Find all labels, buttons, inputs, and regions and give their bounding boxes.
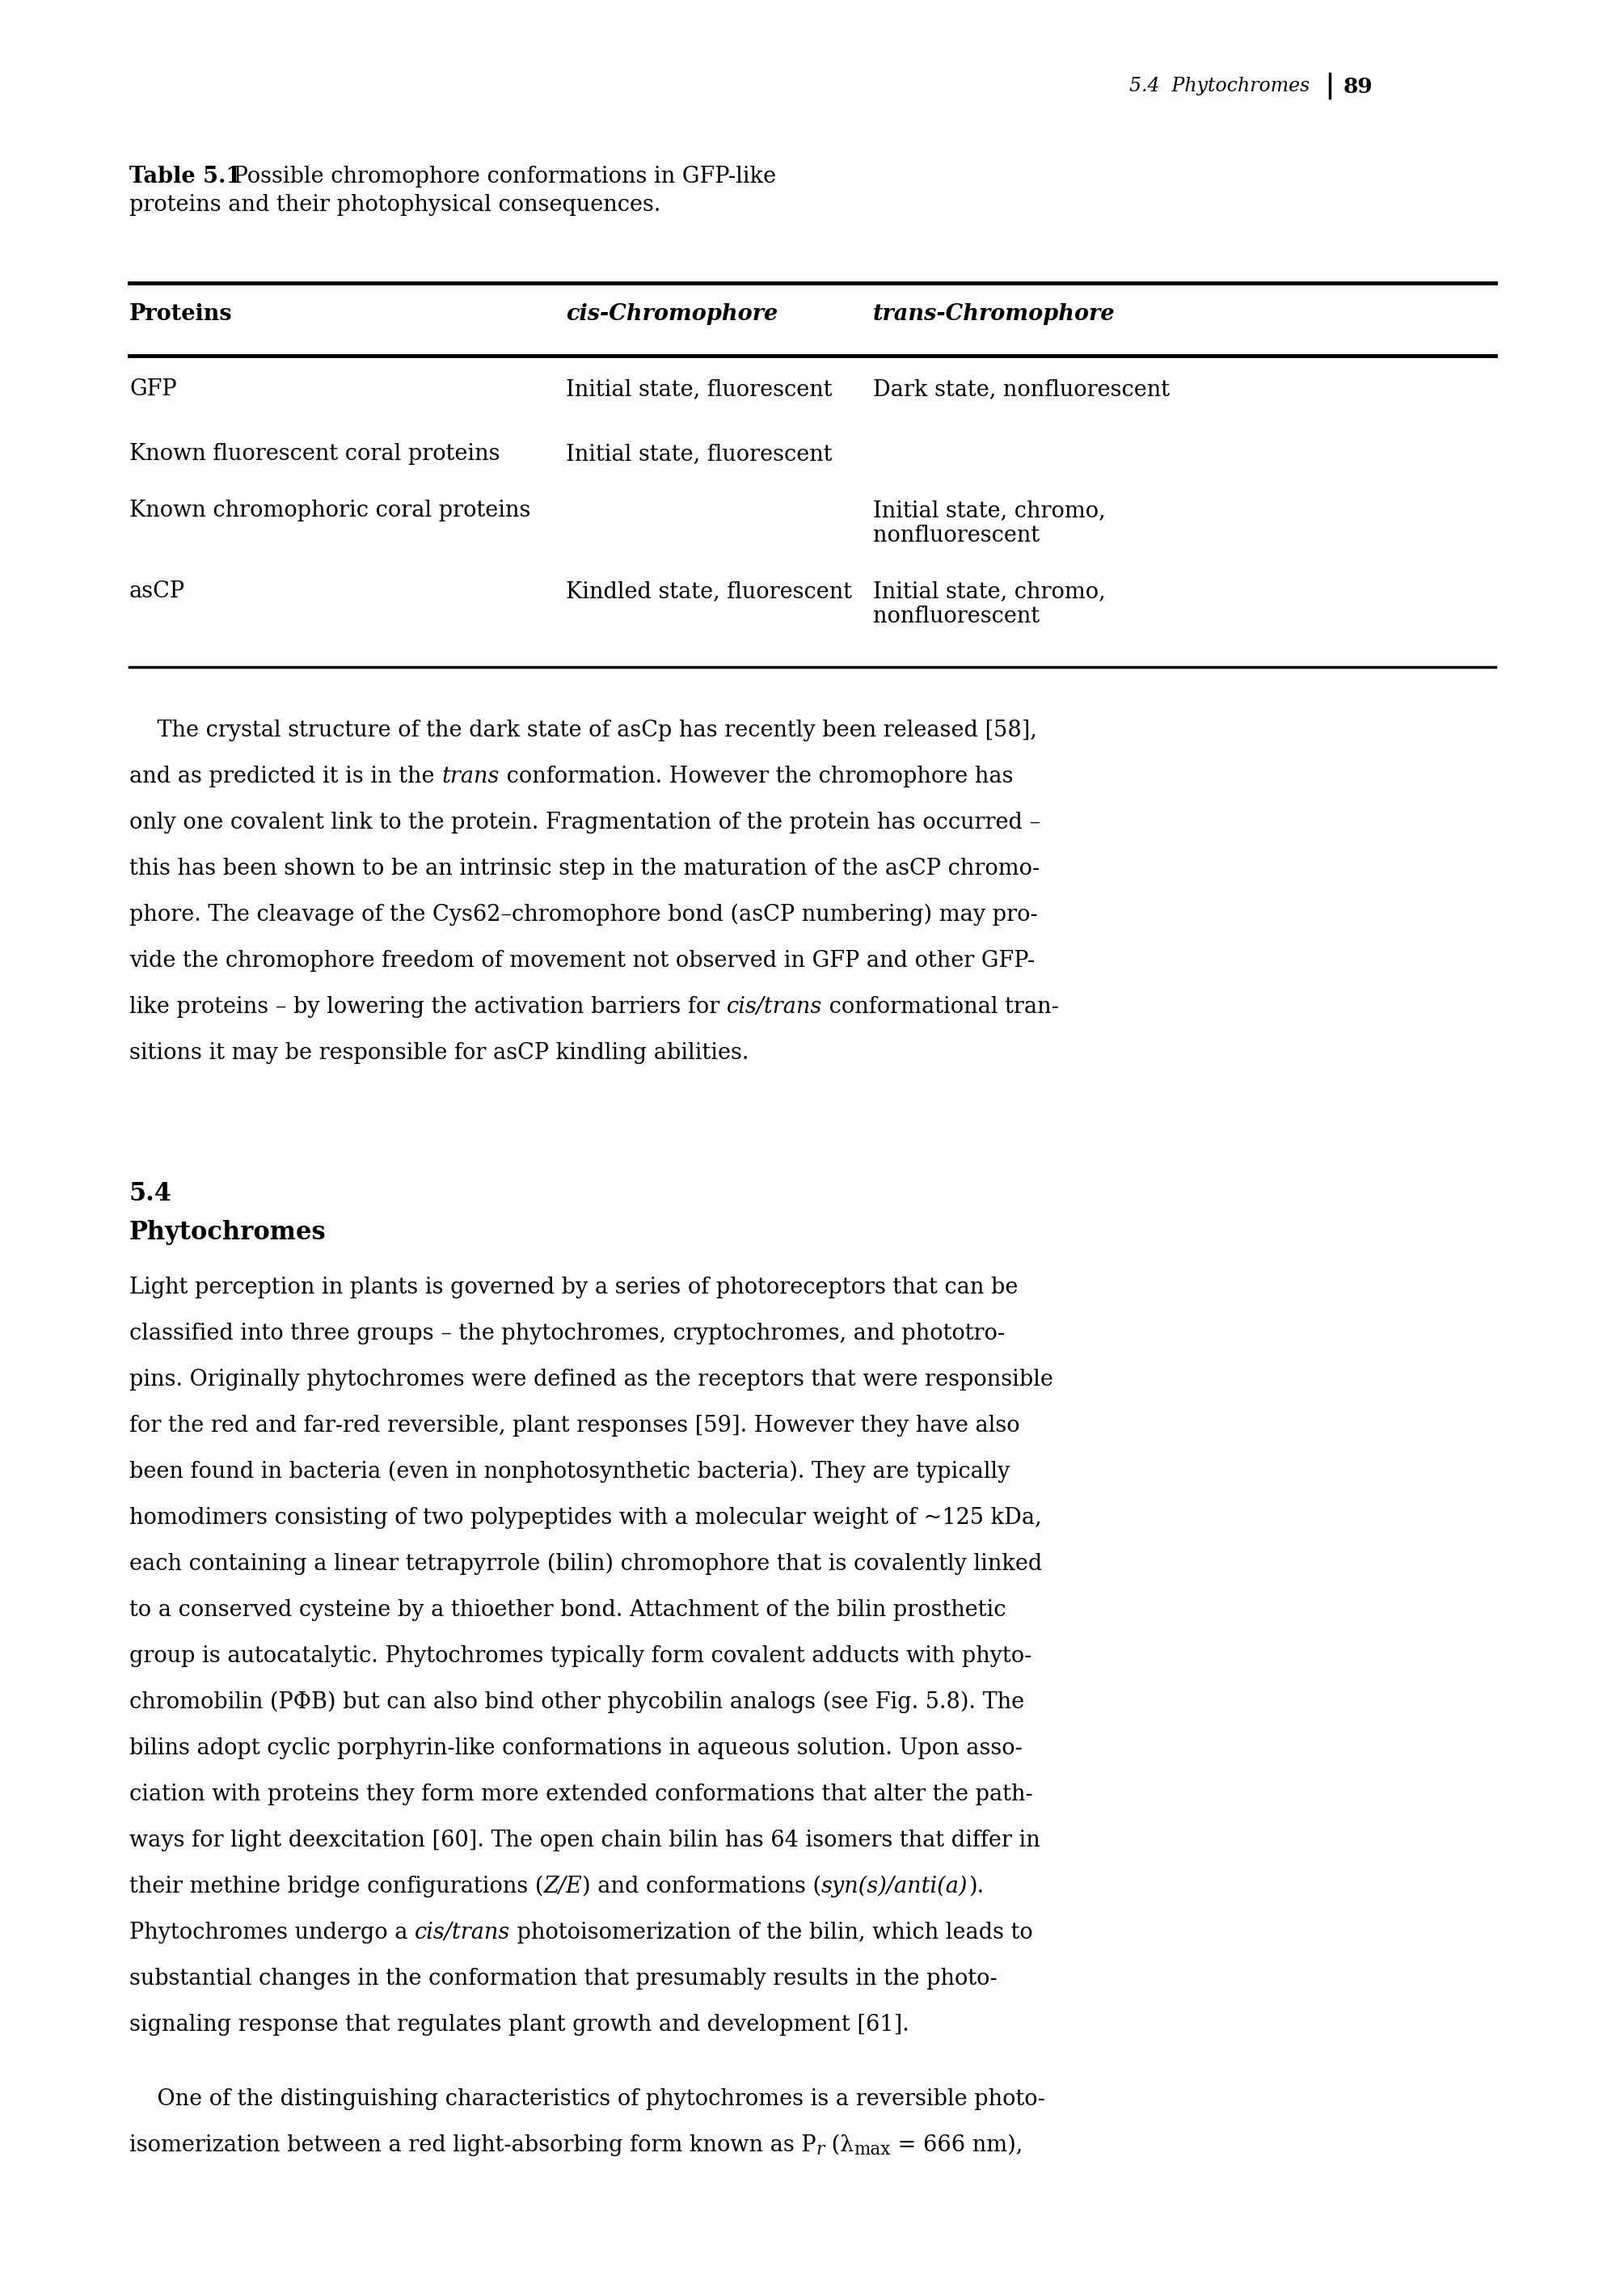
Text: chromobilin (PΦB) but can also bind other phycobilin analogs (see Fig. 5.8). The: chromobilin (PΦB) but can also bind othe… [130,1691,1025,1714]
Text: pins. Originally phytochromes were defined as the receptors that were responsibl: pins. Originally phytochromes were defin… [130,1368,1054,1391]
Text: sitions it may be responsible for asCP kindling abilities.: sitions it may be responsible for asCP k… [130,1043,749,1063]
Text: Phytochromes: Phytochromes [130,1219,326,1245]
Text: 89: 89 [1343,78,1374,96]
Text: One of the distinguishing characteristics of phytochromes is a reversible photo-: One of the distinguishing characteristic… [130,2088,1046,2111]
Text: classified into three groups – the phytochromes, cryptochromes, and phototro-: classified into three groups – the phyto… [130,1322,1005,1345]
Text: ).: ). [968,1875,984,1898]
Text: Kindled state, fluorescent: Kindled state, fluorescent [565,580,853,603]
Text: (λ: (λ [825,2134,854,2157]
Text: Known fluorescent coral proteins: Known fluorescent coral proteins [130,442,500,465]
Text: trans: trans [442,766,499,788]
Text: homodimers consisting of two polypeptides with a molecular weight of ~125 kDa,: homodimers consisting of two polypeptide… [130,1506,1041,1529]
Text: The crystal structure of the dark state of asCp has recently been released [58],: The crystal structure of the dark state … [130,720,1038,740]
Text: Phytochromes undergo a: Phytochromes undergo a [130,1921,414,1944]
Text: vide the chromophore freedom of movement not observed in GFP and other GFP-: vide the chromophore freedom of movement… [130,949,1034,972]
Text: GFP: GFP [130,378,177,401]
Text: cis/trans: cis/trans [414,1921,510,1944]
Text: asCP: asCP [130,580,185,603]
Text: been found in bacteria (even in nonphotosynthetic bacteria). They are typically: been found in bacteria (even in nonphoto… [130,1460,1010,1483]
Text: = 666 nm),: = 666 nm), [890,2134,1023,2157]
Text: and as predicted it is in the: and as predicted it is in the [130,766,442,788]
Text: ciation with proteins they form more extended conformations that alter the path-: ciation with proteins they form more ext… [130,1783,1033,1806]
Text: ) and conformations (: ) and conformations ( [581,1875,822,1898]
Text: 5.4: 5.4 [130,1180,172,1206]
Text: Known chromophoric coral proteins: Known chromophoric coral proteins [130,500,531,523]
Text: Possible chromophore conformations in GFP-like: Possible chromophore conformations in GF… [226,165,776,188]
Text: Initial state, fluorescent: Initial state, fluorescent [565,378,831,401]
Text: phore. The cleavage of the Cys62–chromophore bond (asCP numbering) may pro-: phore. The cleavage of the Cys62–chromop… [130,903,1038,926]
Text: substantial changes in the conformation that presumably results in the photo-: substantial changes in the conformation … [130,1969,997,1989]
Text: r: r [817,2141,825,2159]
Text: Initial state, chromo,
nonfluorescent: Initial state, chromo, nonfluorescent [874,500,1106,548]
Text: signaling response that regulates plant growth and development [61].: signaling response that regulates plant … [130,2015,909,2035]
Text: conformation. However the chromophore has: conformation. However the chromophore ha… [499,766,1013,788]
Text: Dark state, nonfluorescent: Dark state, nonfluorescent [874,378,1169,401]
Text: group is autocatalytic. Phytochromes typically form covalent adducts with phyto-: group is autocatalytic. Phytochromes typ… [130,1646,1031,1666]
Text: Light perception in plants is governed by a series of photoreceptors that can be: Light perception in plants is governed b… [130,1277,1018,1297]
Text: each containing a linear tetrapyrrole (bilin) chromophore that is covalently lin: each containing a linear tetrapyrrole (b… [130,1554,1043,1575]
Text: cis-Chromophore: cis-Chromophore [565,303,778,325]
Text: for the red and far-red reversible, plant responses [59]. However they have also: for the red and far-red reversible, plan… [130,1414,1020,1437]
Text: max: max [854,2141,890,2159]
Text: Table 5.1: Table 5.1 [130,165,242,188]
Text: this has been shown to be an intrinsic step in the maturation of the asCP chromo: this has been shown to be an intrinsic s… [130,857,1039,880]
Text: cis/trans: cis/trans [726,997,822,1018]
Text: bilins adopt cyclic porphyrin-like conformations in aqueous solution. Upon asso-: bilins adopt cyclic porphyrin-like confo… [130,1737,1023,1760]
Text: Proteins: Proteins [130,303,232,325]
Text: Z/E: Z/E [544,1875,581,1898]
Text: their methine bridge configurations (: their methine bridge configurations ( [130,1875,544,1898]
Text: trans-Chromophore: trans-Chromophore [874,303,1116,325]
Text: 5.4  Phytochromes: 5.4 Phytochromes [1129,78,1309,96]
Text: proteins and their photophysical consequences.: proteins and their photophysical consequ… [130,195,661,215]
Text: conformational tran-: conformational tran- [822,997,1059,1018]
Text: isomerization between a red light-absorbing form known as P: isomerization between a red light-absorb… [130,2134,817,2157]
Text: only one covalent link to the protein. Fragmentation of the protein has occurred: only one covalent link to the protein. F… [130,811,1041,834]
Text: photoisomerization of the bilin, which leads to: photoisomerization of the bilin, which l… [510,1921,1033,1944]
Text: syn(s)/anti(a): syn(s)/anti(a) [822,1875,968,1898]
Text: like proteins – by lowering the activation barriers for: like proteins – by lowering the activati… [130,997,726,1018]
Text: Initial state, chromo,
nonfluorescent: Initial state, chromo, nonfluorescent [874,580,1106,628]
Text: to a conserved cysteine by a thioether bond. Attachment of the bilin prosthetic: to a conserved cysteine by a thioether b… [130,1600,1005,1620]
Text: Initial state, fluorescent: Initial state, fluorescent [565,442,831,465]
Text: ways for light deexcitation [60]. The open chain bilin has 64 isomers that diffe: ways for light deexcitation [60]. The op… [130,1829,1039,1852]
